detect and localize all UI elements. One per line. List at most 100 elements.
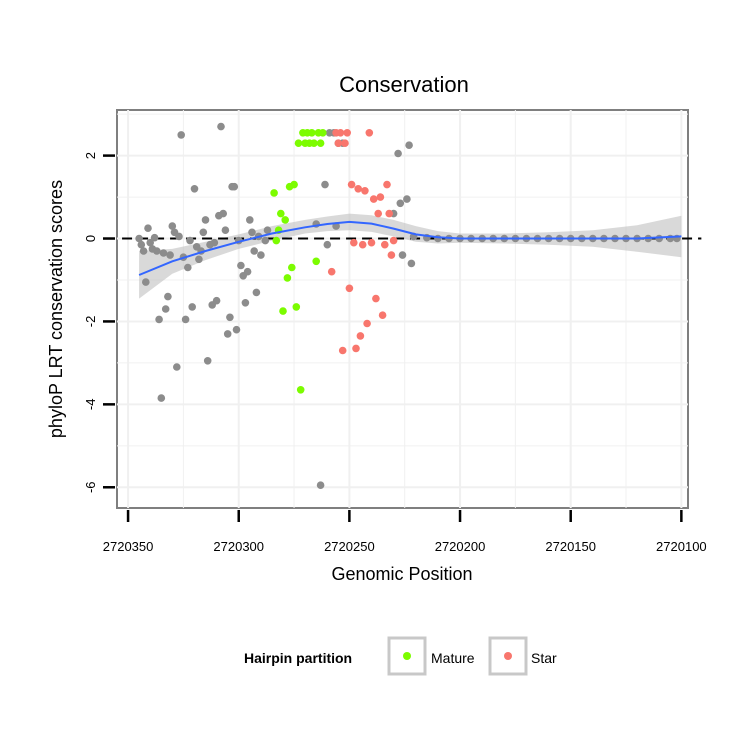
data-point-star — [354, 185, 363, 193]
x-tick-label: 2720100 — [656, 539, 707, 554]
data-point-mature — [272, 236, 281, 245]
x-tick-label: 2720300 — [213, 539, 264, 554]
data-point-mature — [310, 139, 318, 147]
data-point-mature — [312, 257, 321, 266]
data-point-other — [139, 247, 148, 255]
data-point-other — [434, 234, 442, 243]
data-point-other — [323, 240, 332, 249]
data-point-mature — [296, 386, 305, 394]
y-tick-label: -6 — [83, 481, 98, 493]
data-point-star — [376, 193, 385, 201]
data-point-star — [347, 180, 356, 189]
data-point-star — [378, 311, 387, 320]
x-tick-label: 2720150 — [545, 539, 596, 554]
data-point-other — [396, 199, 405, 208]
data-point-other — [153, 247, 161, 255]
legend-title: Hairpin partition — [244, 650, 352, 666]
data-point-other — [241, 299, 250, 307]
data-point-star — [383, 180, 391, 189]
data-point-mature — [308, 129, 316, 137]
data-point-star — [372, 294, 380, 303]
data-point-other — [135, 234, 143, 243]
data-point-other — [250, 247, 258, 255]
data-point-other — [137, 240, 146, 249]
data-point-other — [230, 182, 239, 191]
data-point-other — [210, 238, 219, 247]
data-point-other — [403, 195, 411, 203]
data-point-star — [336, 129, 345, 137]
data-point-star — [327, 267, 336, 276]
data-point-mature — [288, 263, 296, 272]
data-point-star — [374, 209, 383, 218]
data-point-star — [356, 332, 365, 340]
data-point-star — [369, 195, 378, 203]
data-point-other — [257, 251, 265, 259]
data-point-other — [168, 222, 177, 230]
data-point-star — [343, 129, 352, 137]
x-tick-label: 2720350 — [103, 539, 154, 554]
data-point-other — [199, 228, 208, 237]
data-point-other — [398, 251, 407, 259]
data-point-star — [358, 240, 367, 249]
data-point-other — [263, 226, 272, 234]
legend-dot-mature — [403, 652, 411, 660]
plot-panel — [116, 109, 689, 509]
data-point-other — [161, 305, 170, 313]
data-point-other — [144, 224, 152, 232]
chart-title: Conservation — [339, 72, 469, 97]
data-point-other — [142, 278, 150, 286]
y-tick-label: 2 — [83, 152, 98, 159]
data-point-other — [150, 233, 159, 242]
data-point-star — [334, 139, 343, 147]
y-tick-label: 0 — [83, 235, 98, 242]
legend-label-mature: Mature — [431, 650, 475, 666]
y-tick-label: -4 — [83, 399, 98, 411]
data-point-other — [316, 481, 325, 490]
data-point-other — [159, 249, 168, 257]
data-point-other — [203, 357, 212, 365]
data-point-star — [352, 344, 360, 353]
data-point-star — [361, 187, 369, 195]
data-point-other — [219, 209, 227, 218]
data-point-other — [221, 226, 230, 234]
data-point-star — [385, 209, 394, 218]
legend: Hairpin partition Mature Star — [244, 636, 557, 676]
legend-dot-star — [504, 652, 512, 660]
data-point-star — [365, 129, 374, 137]
data-point-star — [338, 346, 347, 355]
x-tick-label: 2720250 — [324, 539, 375, 554]
data-point-mature — [294, 139, 303, 147]
y-axis-title: phyloP LRT conservation scores — [46, 180, 66, 438]
legend-label-star: Star — [531, 650, 557, 666]
data-point-mature — [277, 209, 285, 218]
data-point-other — [232, 325, 241, 334]
data-point-star — [350, 238, 358, 247]
data-point-mature — [292, 303, 301, 311]
data-point-other — [184, 263, 192, 272]
data-point-other — [155, 315, 163, 324]
data-point-other — [195, 255, 203, 264]
data-point-other — [243, 267, 252, 276]
data-point-star — [367, 238, 376, 247]
y-tick-label: -2 — [83, 316, 98, 328]
data-point-other — [175, 232, 183, 241]
data-point-other — [212, 296, 221, 305]
y-axis: 2 0 -2 -4 -6 — [83, 152, 115, 493]
data-point-mature — [281, 216, 290, 224]
data-point-other — [166, 251, 174, 259]
data-point-mature — [316, 139, 325, 147]
data-point-star — [345, 284, 354, 293]
data-point-star — [363, 319, 371, 328]
data-point-other — [146, 238, 154, 247]
data-point-other — [181, 315, 190, 324]
data-point-other — [201, 216, 210, 224]
data-point-star — [341, 139, 349, 147]
data-point-star — [389, 236, 398, 245]
grid-lines — [117, 110, 688, 508]
data-point-other — [223, 330, 232, 338]
data-point-other — [261, 236, 270, 245]
data-point-other — [248, 228, 256, 237]
data-point-other — [177, 131, 185, 139]
data-point-other — [237, 261, 245, 270]
data-point-mature — [290, 180, 298, 189]
